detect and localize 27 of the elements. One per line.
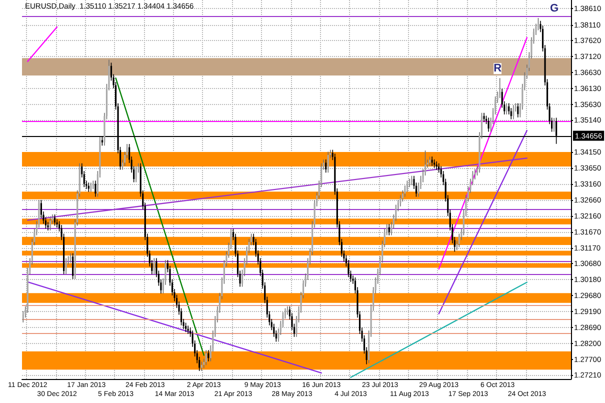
annotation: G: [550, 2, 559, 14]
candlestick: [184, 322, 187, 332]
candlestick: [512, 104, 514, 120]
candlestick: [54, 214, 56, 226]
candlestick: [70, 252, 72, 264]
candlestick: [517, 102, 519, 118]
candlestick: [410, 175, 413, 186]
candlestick: [187, 325, 189, 334]
candlestick: [205, 350, 207, 366]
candlestick: [537, 18, 540, 31]
candlestick: [488, 117, 490, 132]
candlestick: [135, 166, 137, 183]
candlestick: [273, 323, 275, 338]
annotation: R: [494, 62, 502, 75]
candlestick: [49, 216, 52, 231]
candlestick: [72, 252, 74, 280]
candlestick: [458, 233, 460, 248]
candlestick: [65, 258, 67, 275]
candlestick: [56, 218, 58, 228]
candlestick: [327, 151, 329, 174]
candlestick: [153, 258, 155, 275]
candlestick: [47, 222, 49, 231]
candlestick: [553, 118, 555, 132]
candlestick: [438, 162, 440, 174]
candlestick: [94, 180, 96, 198]
candlestick: [483, 112, 485, 123]
candlestick: [325, 159, 327, 174]
